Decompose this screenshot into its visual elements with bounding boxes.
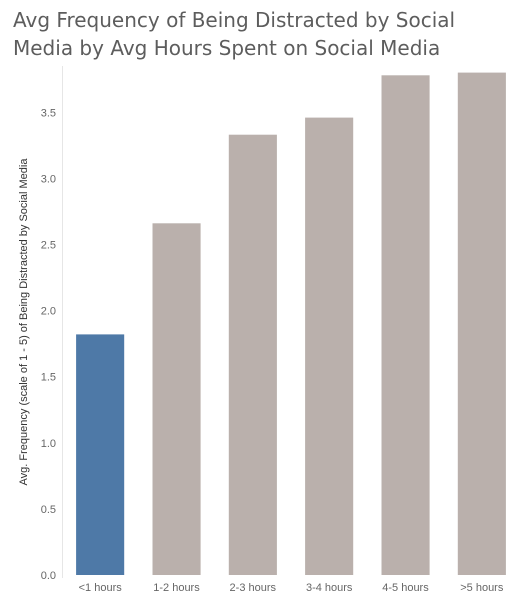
y-tick-label: 3.0 (41, 173, 56, 185)
y-axis-ticks: 0.0 0.5 1.0 1.5 2.0 2.5 3.0 3.5 (41, 107, 56, 582)
y-tick-label: 3.5 (41, 107, 56, 119)
bar-1[interactable] (76, 334, 125, 575)
bar-4[interactable] (305, 117, 354, 575)
x-tick-label: 3-4 hours (306, 582, 353, 594)
bar-2[interactable] (152, 223, 201, 576)
x-tick-label: 1-2 hours (153, 582, 200, 594)
y-tick-label: 0.5 (41, 504, 56, 516)
y-axis-title: Avg. Frequency (scale of 1 - 5) of Being… (18, 158, 30, 486)
x-tick-label: <1 hours (79, 582, 123, 594)
x-tick-label: >5 hours (460, 582, 504, 594)
bar-6[interactable] (457, 72, 506, 575)
y-tick-label: 1.5 (41, 372, 56, 384)
y-tick-label: 2.5 (41, 240, 56, 252)
x-tick-label: 4-5 hours (382, 582, 429, 594)
y-tick-label: 0.0 (41, 570, 56, 582)
bar-5[interactable] (381, 75, 430, 576)
chart-title: Avg Frequency of Being Distracted by Soc… (13, 8, 456, 60)
bar-3[interactable] (228, 134, 277, 575)
y-tick-label: 1.0 (41, 438, 56, 450)
y-tick-label: 2.0 (41, 306, 56, 318)
bars-group (76, 72, 506, 576)
x-axis-labels: <1 hours 1-2 hours 2-3 hours 3-4 hours 4-5 h… (79, 582, 504, 594)
x-tick-label: 2-3 hours (230, 582, 277, 594)
